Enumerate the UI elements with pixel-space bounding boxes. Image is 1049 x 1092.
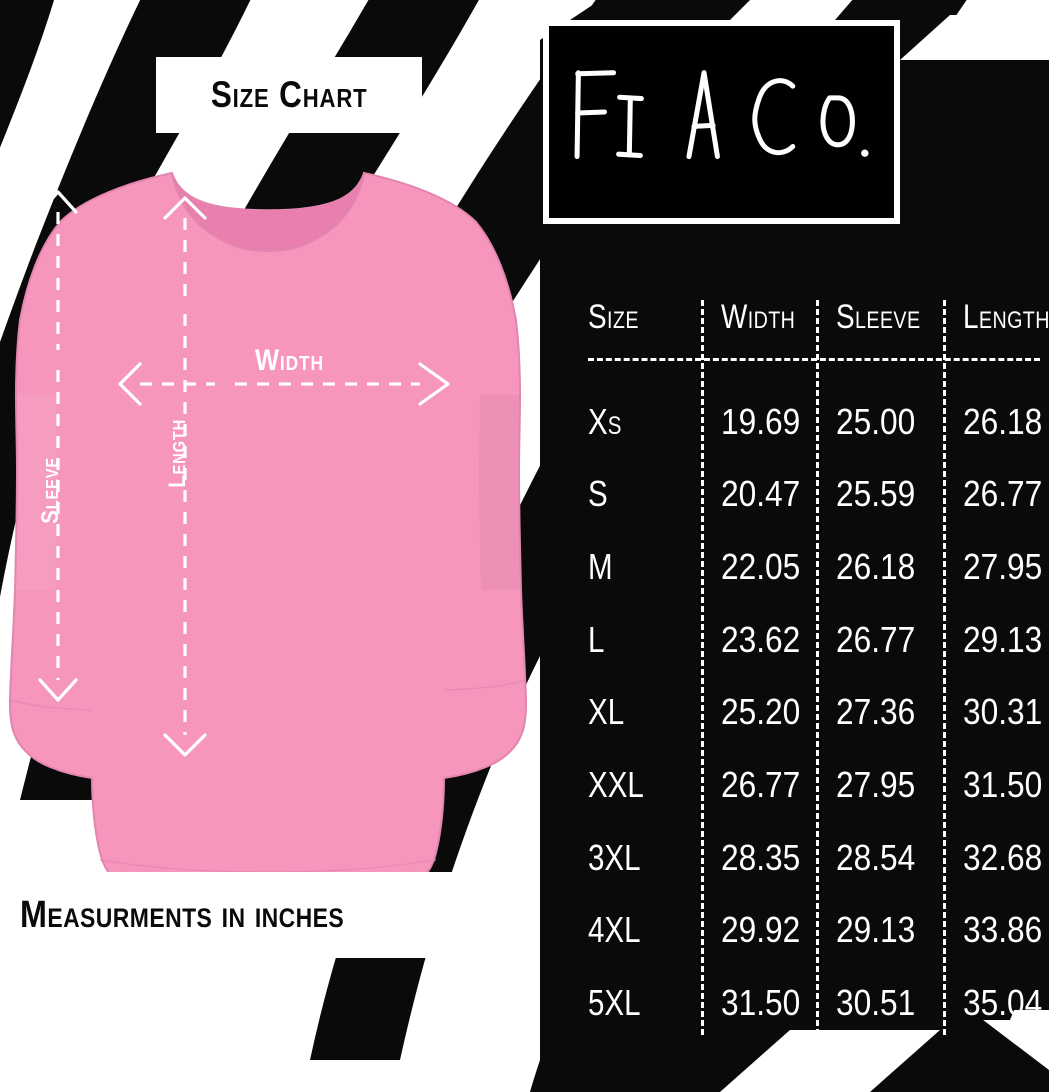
svg-text:Length: Length	[163, 419, 190, 488]
svg-text:Sleeve: Sleeve	[36, 457, 63, 524]
svg-text:Width: Width	[255, 343, 324, 376]
